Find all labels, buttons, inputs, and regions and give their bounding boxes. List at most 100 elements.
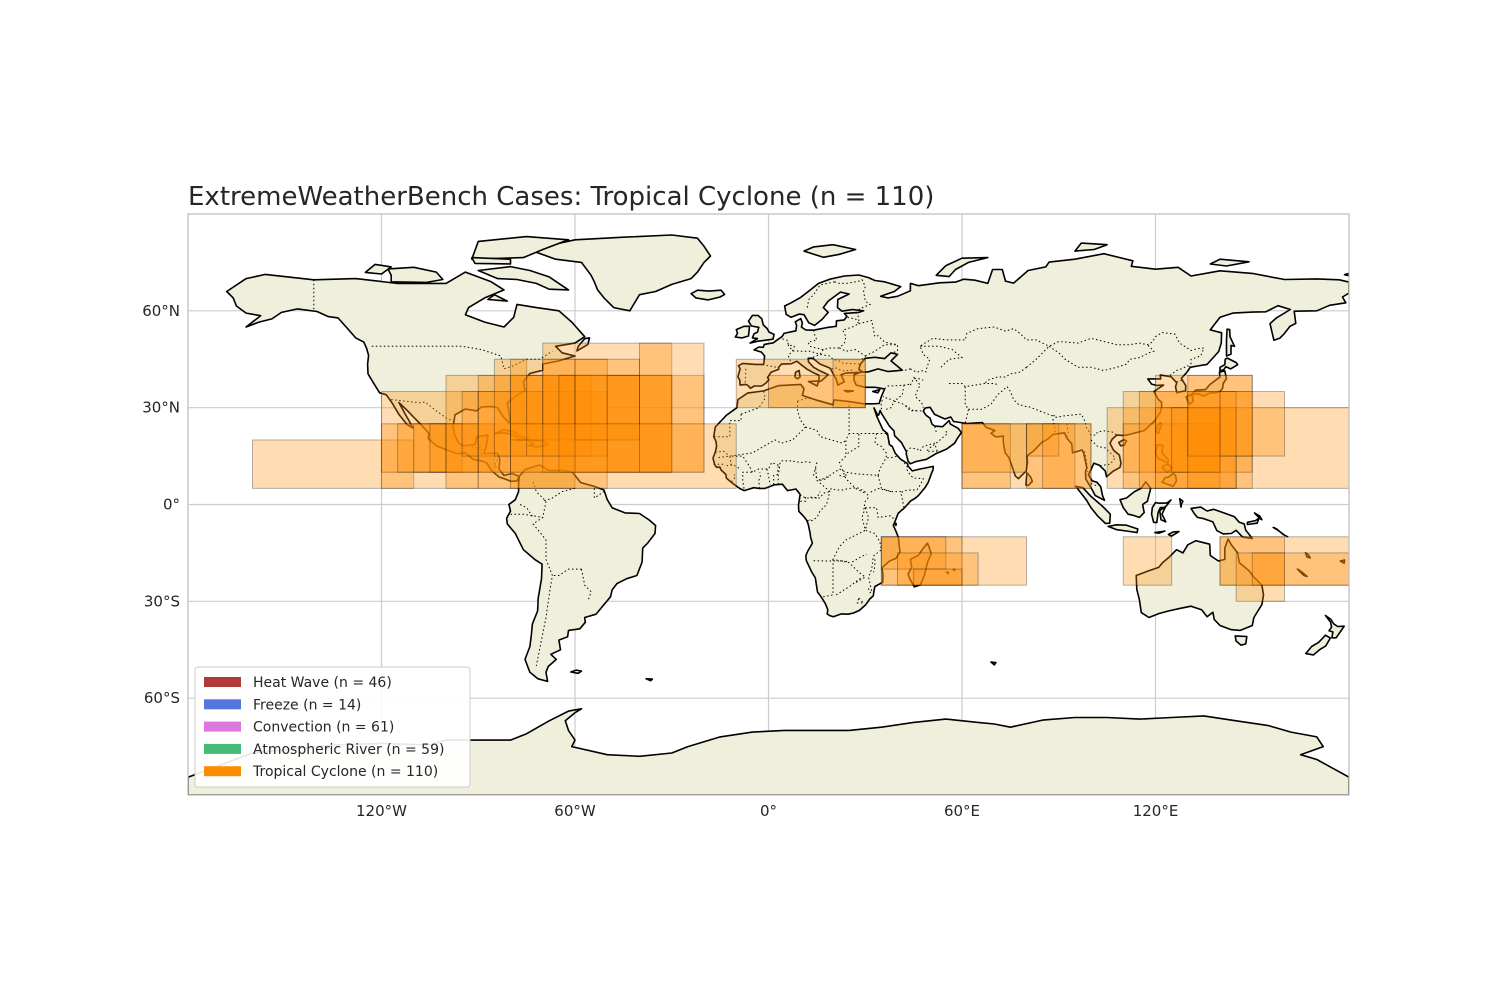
landmass-victoria-island (387, 266, 444, 284)
country-border (913, 376, 924, 408)
landmass-new-britain (1246, 517, 1260, 526)
country-border (868, 433, 887, 476)
landmass-baffin-island (477, 265, 570, 291)
landmass-new-caledonia (1296, 568, 1308, 578)
country-border (716, 401, 807, 459)
cyclone-case-box (510, 374, 705, 473)
country-border (510, 513, 543, 518)
cyclone-case-box (961, 423, 1011, 489)
cyclone-case-box (639, 342, 705, 473)
country-border (744, 368, 747, 385)
landmass-severnaya-zemlya (1074, 242, 1108, 252)
country-border (864, 507, 882, 592)
landmass-ellesmere-island (470, 235, 570, 261)
country-border (831, 367, 855, 373)
cyclone-case-box (1122, 391, 1253, 489)
landmass-tasmania (1234, 635, 1248, 647)
country-border (1055, 413, 1118, 436)
landmass-falkland-islands (569, 669, 583, 675)
landmass-java (1107, 523, 1139, 534)
cyclone-case-box (397, 423, 463, 473)
x-tick-label: 120°E (1133, 802, 1179, 820)
cyclone-case-box (1138, 391, 1221, 489)
landmass-great-britain (747, 314, 775, 344)
landmass-japan-honshu (1189, 370, 1228, 397)
country-border (886, 400, 895, 410)
landmass-timor (1167, 530, 1180, 537)
country-border (1084, 451, 1089, 473)
landmass-africa-eurasia (712, 252, 1349, 618)
landmass-australia (1135, 538, 1265, 632)
country-border (925, 430, 949, 452)
cyclone-case-box (526, 374, 592, 457)
map-area (188, 214, 1349, 795)
country-border (1169, 365, 1190, 376)
landmass-south-america (505, 464, 657, 683)
country-border (726, 463, 742, 471)
country-borders (313, 279, 1205, 666)
landmass-greenland (532, 234, 712, 312)
landmass-wrangel-island (1343, 272, 1349, 277)
country-border (1090, 483, 1099, 487)
country-border (799, 491, 821, 499)
country-border (1176, 379, 1184, 383)
country-border (865, 344, 898, 357)
landmass-sulawesi (1150, 499, 1172, 524)
country-border (903, 404, 917, 412)
cyclone-case-box (1235, 552, 1285, 602)
cyclone-case-box (461, 391, 544, 457)
country-border (812, 353, 861, 365)
y-tick-label: 60°N (142, 302, 180, 320)
cyclone-case-box (768, 374, 866, 409)
landmass-banks-island (364, 263, 393, 275)
country-border (773, 466, 779, 485)
country-border (1052, 418, 1056, 434)
landmass-new-zealand-north (1324, 614, 1345, 639)
country-border (799, 497, 807, 502)
landmass-crete (843, 389, 855, 393)
cyclone-case-box (1187, 374, 1253, 457)
landmass-devon-island (470, 256, 512, 265)
country-border (900, 465, 925, 496)
figure-title: ExtremeWeatherBench Cases: Tropical Cycl… (188, 182, 934, 212)
landmass-halmahera (1178, 497, 1184, 508)
cyclone-case-box (574, 374, 673, 473)
cyclone-case-box (542, 358, 608, 457)
cyclone-case-box (477, 374, 576, 473)
cyclone-case-box (429, 423, 495, 473)
landmass-new-siberian-islands (1209, 258, 1250, 267)
landmass-svalbard (803, 243, 857, 259)
country-border (949, 383, 1000, 388)
cyclone-case-box (558, 374, 640, 473)
landmass-sakhalin (1225, 328, 1236, 357)
cyclone-case-box (1219, 536, 1349, 586)
country-border (877, 475, 905, 512)
country-border (856, 487, 870, 510)
x-tick-label: 120°W (356, 802, 407, 820)
country-border (964, 386, 970, 424)
country-border (810, 487, 858, 499)
country-border (845, 434, 860, 455)
legend-swatch (204, 721, 241, 732)
landmass-japan-hokkaido (1219, 357, 1239, 372)
country-border (391, 399, 456, 422)
country-border (766, 468, 771, 486)
country-border (865, 507, 896, 521)
cyclone-case-box (1155, 374, 1253, 473)
country-border (868, 588, 873, 594)
cyclone-case-box (574, 358, 640, 441)
landmass-vanuatu (1304, 552, 1312, 559)
country-border (882, 385, 905, 402)
country-border (740, 391, 766, 415)
landmass-philippines-mindanao (1161, 472, 1178, 488)
country-border (919, 326, 1050, 370)
x-tick-label: 60°W (554, 802, 596, 820)
cyclone-case-box (1026, 423, 1076, 489)
map-frame (187, 213, 1350, 796)
landmass-north-america (225, 271, 586, 483)
legend-swatch (204, 677, 241, 687)
cyclone-case-box (606, 374, 673, 473)
cyclone-case-box (1155, 407, 1237, 489)
legend-swatch (204, 743, 241, 754)
cyclone-case-box (897, 552, 979, 586)
